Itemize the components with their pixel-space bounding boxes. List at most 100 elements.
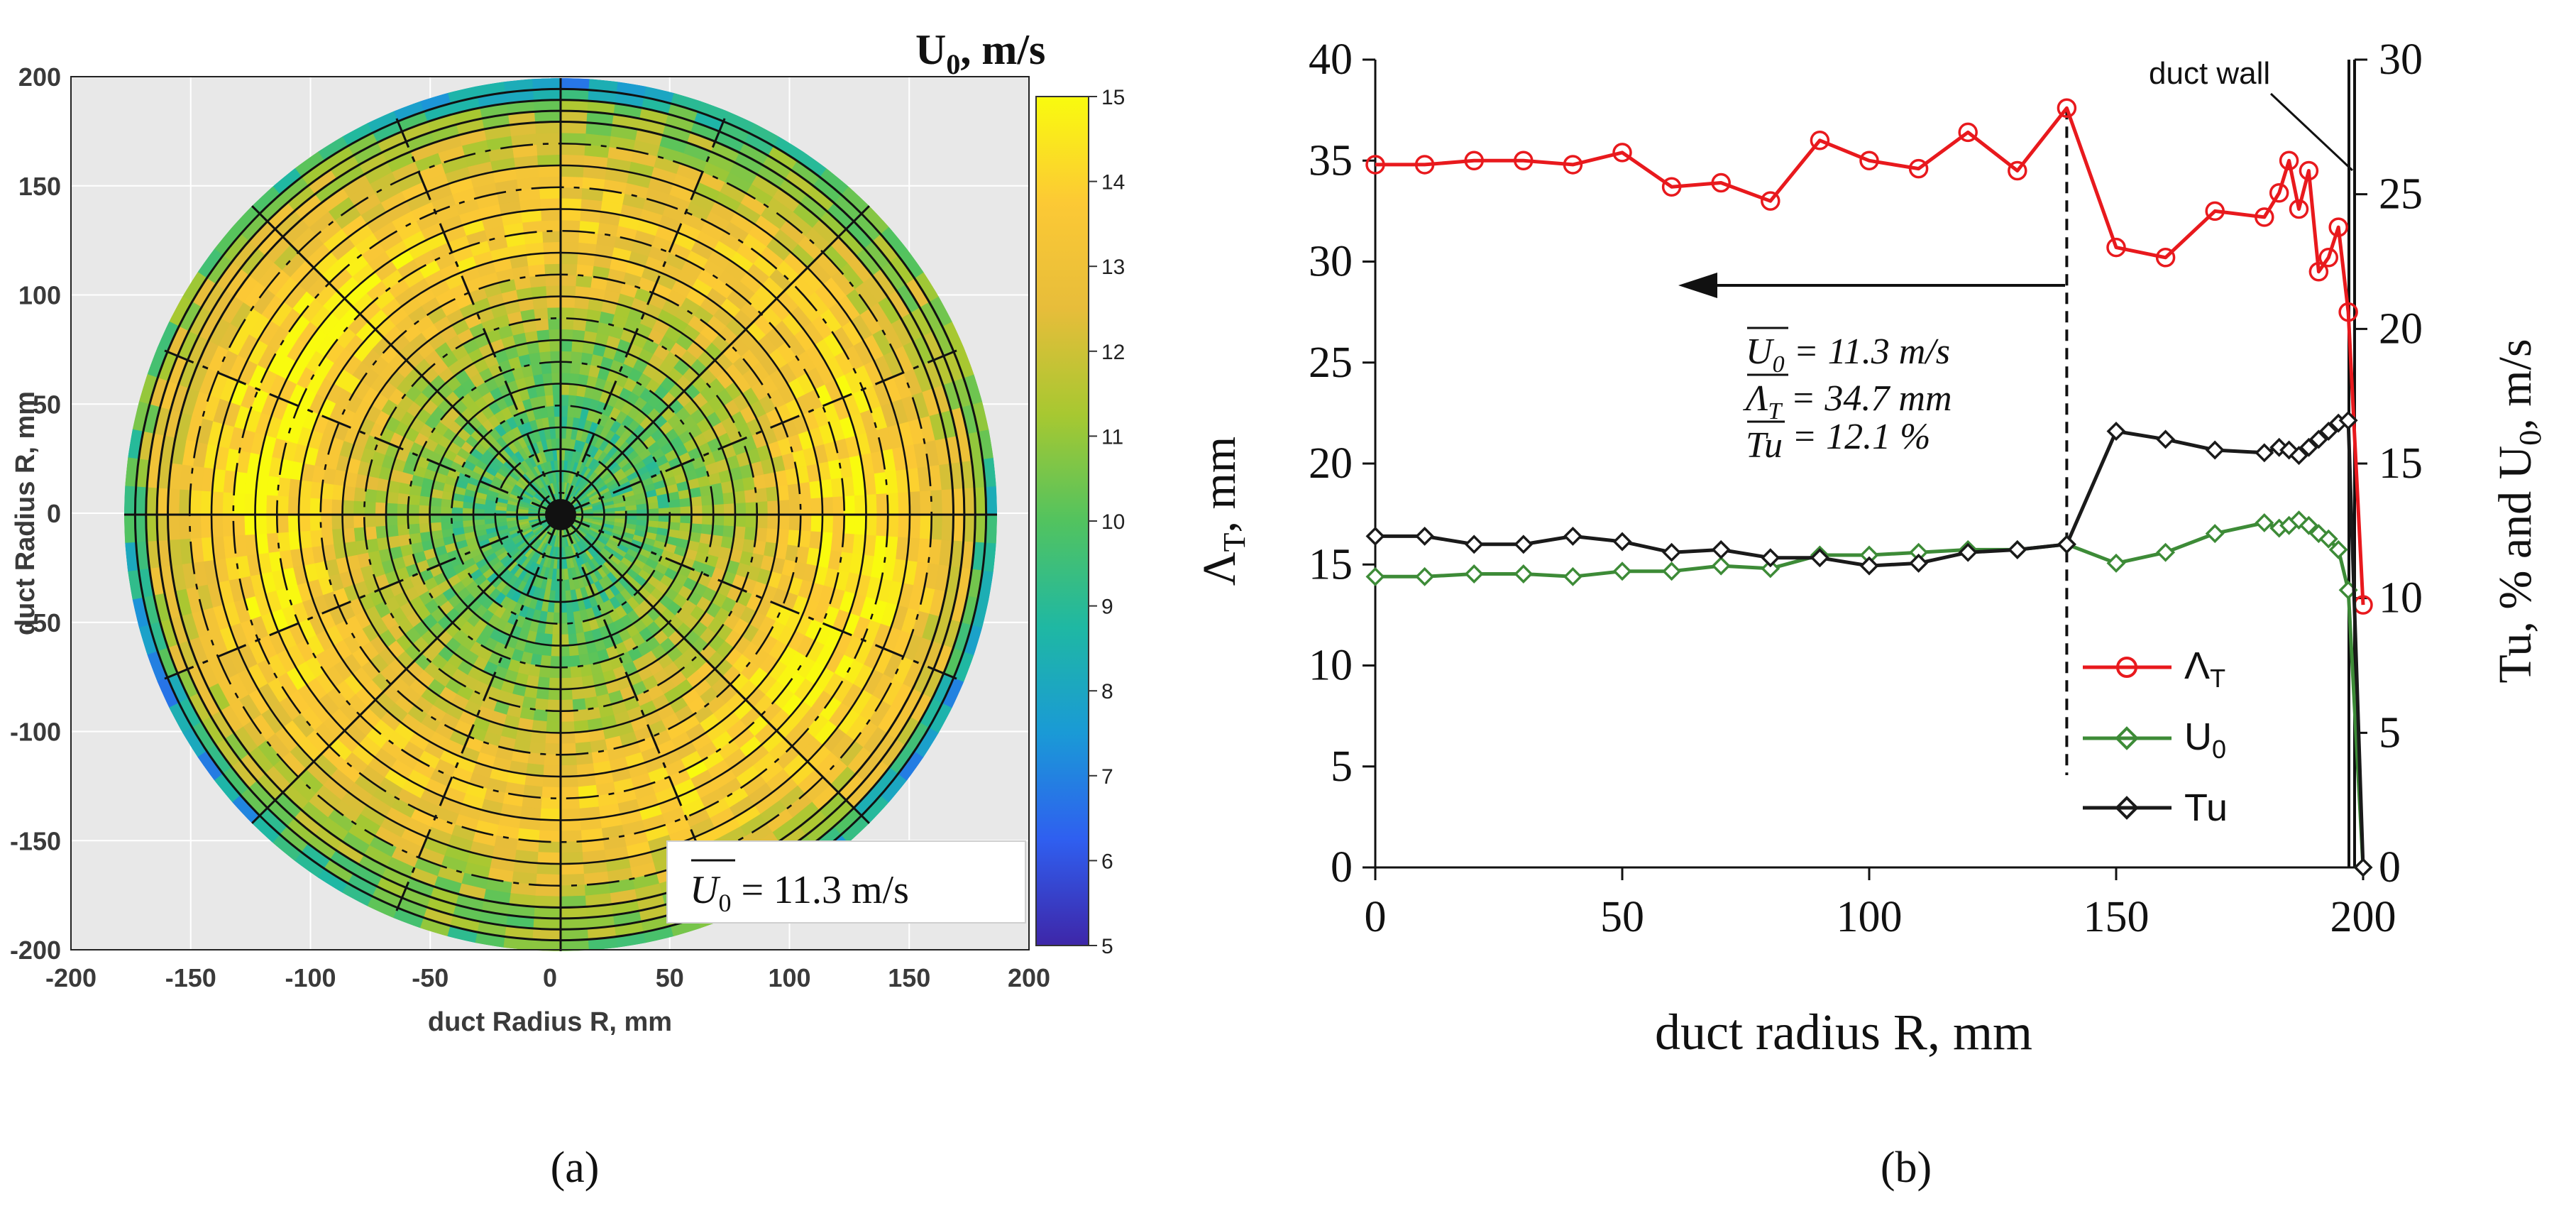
velocity-cell	[265, 514, 278, 535]
velocity-cell	[550, 656, 561, 668]
velocity-cell	[419, 495, 431, 507]
velocity-cell	[178, 514, 191, 540]
colorbar-tick-label: 6	[1101, 850, 1113, 873]
velocity-cell	[535, 884, 561, 897]
colorbar-tick-label: 5	[1101, 935, 1113, 958]
velocity-cell	[222, 492, 235, 515]
velocity-cell	[560, 797, 580, 810]
velocity-cell	[560, 677, 573, 690]
duct-wall-label: duct wall	[2149, 56, 2270, 91]
velocity-cell	[363, 514, 376, 528]
velocity-cell	[560, 219, 580, 232]
velocity-cell	[560, 689, 573, 701]
x-b-tick-label: 0	[1365, 893, 1387, 941]
panel-a-heatmap: -200 -150 -100 -50 0 50 100 150 200 200150100500…	[10, 26, 1125, 1192]
velocity-cell	[723, 503, 736, 515]
velocity-cell	[560, 296, 576, 308]
x-b-tick-label: 200	[2330, 893, 2396, 941]
data-point-Tu	[2008, 539, 2027, 559]
colorbar-tick-label: 10	[1101, 510, 1125, 534]
velocity-cell	[560, 852, 584, 865]
velocity-cell	[569, 654, 581, 668]
velocity-cell	[560, 710, 575, 723]
data-point-ΛT	[1464, 150, 1484, 170]
colorbar-tick-label: 13	[1101, 256, 1125, 279]
velocity-cell	[919, 514, 932, 539]
colorbar-tick-label: 8	[1101, 680, 1113, 703]
velocity-cell	[830, 532, 844, 552]
velocity-cell	[535, 132, 561, 145]
data-point-Tu	[1612, 532, 1632, 552]
velocity-cell	[778, 499, 791, 515]
velocity-cell	[419, 522, 431, 534]
velocity-cell	[331, 499, 343, 515]
velocity-cell	[908, 491, 921, 515]
data-point-Tu	[1563, 526, 1583, 546]
velocity-cell	[745, 514, 758, 528]
data-point-ΛT	[2255, 207, 2274, 227]
data-point-ΛT	[2008, 160, 2027, 181]
velocity-cell	[536, 862, 561, 875]
velocity-cell	[570, 351, 583, 363]
y-tick-label-a: 0	[47, 499, 61, 528]
panel-b-label: (b)	[1881, 1144, 1932, 1192]
velocity-cell	[543, 633, 554, 646]
velocity-cell	[309, 514, 321, 532]
y-axis-left-label: ΛT, mm	[1194, 437, 1252, 586]
x-axis-a-label: duct Radius R, mm	[428, 1007, 672, 1037]
y-tick-label-a: 150	[18, 172, 61, 201]
velocity-cell	[549, 667, 561, 679]
duct-wall-annotation: duct wall	[2149, 56, 2354, 172]
velocity-cell	[440, 506, 452, 515]
velocity-cell	[560, 394, 569, 406]
velocity-cell	[646, 520, 659, 528]
velocity-cell	[342, 500, 354, 515]
legend-label-u0: U0	[2184, 716, 2226, 764]
velocity-cell	[429, 514, 441, 524]
velocity-cell	[560, 840, 583, 853]
velocity-cell	[544, 623, 554, 635]
axes-b: 0 5 10 15 20 25 30 35 40 0 5 10 15 20 25 30 0 50 100 150 200	[1309, 35, 2423, 941]
x-tick-label-a: 150	[888, 963, 930, 992]
velocity-cell	[451, 500, 464, 509]
velocity-cell	[539, 187, 561, 199]
velocity-cell	[243, 514, 256, 536]
velocity-cell	[320, 498, 333, 515]
data-point-ΛT	[1563, 155, 1583, 175]
velocity-cell	[560, 263, 578, 275]
velocity-cell	[755, 487, 768, 503]
data-point-ΛT	[2338, 302, 2358, 322]
data-point-ΛT	[2289, 199, 2309, 219]
data-point-ΛT	[2299, 160, 2319, 181]
velocity-cell	[560, 317, 574, 330]
y-tick-label-a: -200	[10, 936, 61, 965]
velocity-cell	[560, 187, 583, 199]
velocity-cell	[407, 523, 421, 535]
velocity-cell	[575, 275, 593, 288]
velocity-cell	[189, 490, 202, 515]
data-point-ΛT	[2353, 595, 2373, 615]
velocity-cell	[543, 252, 561, 265]
data-point-ΛT	[1908, 158, 1929, 179]
colorbar-tick-label: 9	[1101, 596, 1113, 619]
x-b-tick-label: 50	[1600, 893, 1644, 941]
velocity-cell	[886, 514, 899, 537]
data-point-U0	[1563, 566, 1583, 586]
velocity-cell	[440, 498, 453, 508]
velocity-cell	[536, 154, 561, 167]
velocity-cell	[538, 176, 561, 189]
velocity-cell	[560, 699, 574, 712]
velocity-cell	[908, 514, 921, 539]
velocity-cell	[397, 503, 409, 515]
y-tick-label-a: 100	[18, 281, 61, 310]
velocity-cell	[529, 741, 546, 755]
velocity-cell	[810, 497, 823, 515]
velocity-cell	[886, 492, 899, 515]
data-point-Tu	[2205, 440, 2225, 460]
velocity-cell	[569, 361, 581, 375]
velocity-cell	[546, 296, 561, 308]
velocity-cell	[560, 787, 580, 799]
velocity-cell	[552, 623, 561, 635]
colorbar-title: U0, m/s	[915, 26, 1045, 80]
velocity-cell	[560, 765, 578, 777]
